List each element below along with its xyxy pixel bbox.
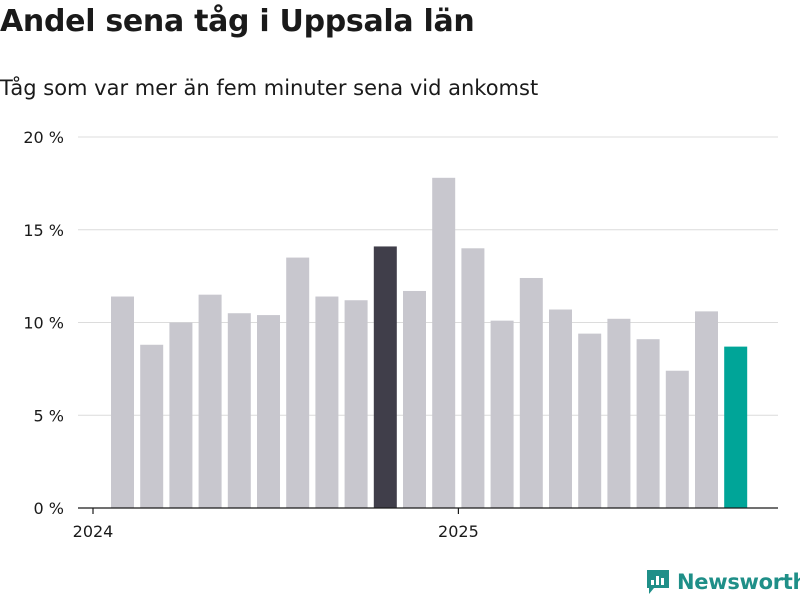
bar bbox=[227, 313, 251, 508]
bar bbox=[111, 296, 134, 508]
bar bbox=[549, 309, 572, 508]
bar bbox=[432, 177, 456, 508]
x-tick-label: 2025 bbox=[438, 522, 479, 541]
x-tick-label: 2024 bbox=[73, 522, 114, 541]
bar bbox=[169, 322, 193, 508]
bar bbox=[578, 333, 602, 508]
y-tick-label: 10 % bbox=[23, 314, 64, 333]
bar bbox=[140, 344, 164, 508]
y-tick-label: 20 % bbox=[23, 128, 64, 147]
bar bbox=[490, 320, 514, 508]
bar bbox=[461, 248, 485, 509]
newsworthy-logo-text: Newsworthy bbox=[677, 570, 800, 594]
bar bbox=[636, 339, 660, 508]
y-tick-label: 15 % bbox=[23, 221, 64, 240]
bar bbox=[695, 311, 718, 508]
bar bbox=[198, 294, 222, 508]
bar-chart: 0 % 5 % 10 % 15 % 20 % 2024 2025 bbox=[23, 128, 778, 541]
chart-title: Andel sena tåg i Uppsala län bbox=[0, 4, 475, 39]
chart-subtitle: Tåg som var mer än fem minuter sena vid … bbox=[0, 76, 539, 100]
bar bbox=[724, 346, 748, 508]
y-tick-label: 0 % bbox=[34, 499, 64, 518]
bar bbox=[286, 257, 310, 508]
bar bbox=[373, 246, 397, 508]
bar bbox=[519, 277, 543, 508]
newsworthy-logo: Newsworthy bbox=[645, 568, 800, 596]
bar bbox=[607, 318, 631, 508]
bar bbox=[257, 315, 280, 508]
bar bbox=[344, 300, 368, 508]
newsworthy-logo-icon bbox=[647, 570, 669, 594]
bar bbox=[403, 290, 426, 508]
bar bbox=[665, 370, 689, 508]
y-tick-label: 5 % bbox=[34, 406, 64, 425]
bar bbox=[315, 296, 339, 508]
